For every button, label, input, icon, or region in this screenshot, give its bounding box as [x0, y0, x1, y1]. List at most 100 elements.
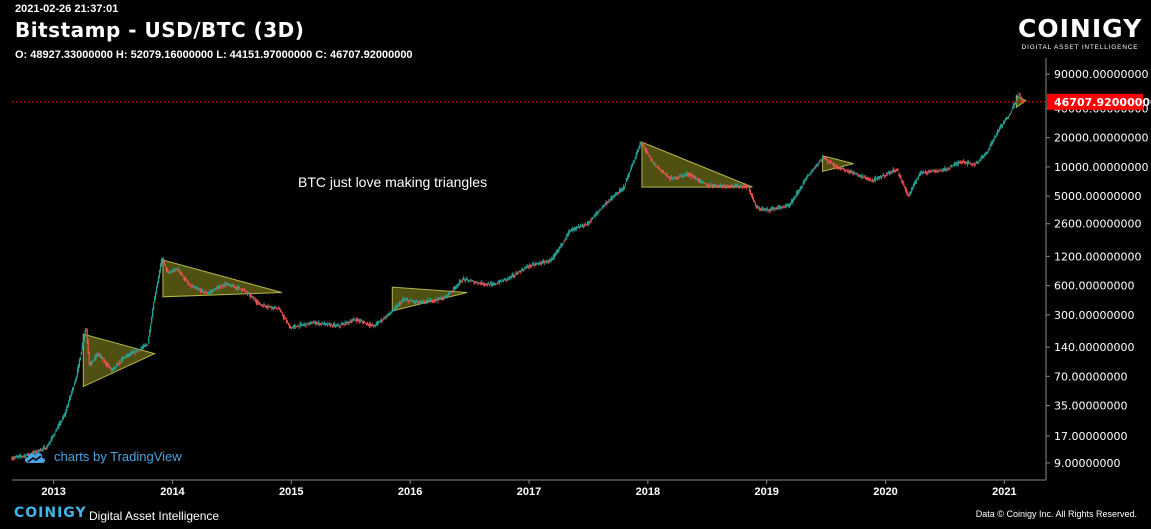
candle-body — [346, 321, 348, 323]
candle-body — [116, 363, 119, 366]
candle-body — [160, 259, 163, 267]
candle-body — [463, 279, 465, 280]
candle-body — [593, 215, 595, 218]
candle-body — [520, 271, 522, 273]
candle-body — [455, 286, 458, 288]
candle-body — [592, 217, 594, 219]
candle-body — [619, 189, 621, 193]
candle-body — [423, 302, 425, 304]
candle-body — [984, 153, 986, 156]
candle-body — [54, 433, 56, 435]
candle-body — [251, 296, 253, 298]
candle-body — [207, 293, 209, 294]
candle-body — [787, 204, 789, 207]
candle-body — [422, 301, 424, 303]
candle-body — [125, 355, 127, 357]
candle-body — [577, 226, 580, 228]
candle-body — [937, 170, 939, 172]
candle-body — [69, 396, 71, 402]
candle-body — [233, 286, 235, 288]
candle-body — [1009, 113, 1011, 115]
candle-body — [123, 356, 125, 358]
candle-body — [923, 171, 925, 173]
candle-body — [477, 282, 479, 285]
candle-body — [70, 391, 73, 396]
candle-body — [165, 266, 167, 271]
triangle-2018 — [641, 141, 753, 188]
candle-body — [355, 319, 357, 321]
candle-body — [70, 395, 72, 399]
candle-body — [648, 154, 650, 156]
candle-body — [393, 309, 395, 311]
candle-body — [405, 299, 407, 301]
candle-body — [136, 351, 138, 353]
candle-body — [94, 356, 96, 359]
candle-body — [356, 319, 358, 322]
candle-body — [698, 179, 700, 182]
candle-body — [968, 162, 970, 164]
candle-body — [726, 185, 728, 186]
candle-body — [427, 299, 429, 302]
candle-body — [220, 286, 222, 288]
candle-body — [299, 323, 301, 326]
candle-body — [337, 324, 339, 327]
candle-body — [439, 298, 441, 300]
candle-body — [414, 301, 417, 303]
candle-body — [712, 185, 714, 187]
candle-body — [575, 227, 577, 229]
candle-body — [362, 321, 364, 323]
candle-body — [12, 458, 14, 460]
candle-body — [964, 161, 967, 163]
candle-body — [150, 324, 152, 330]
candle-body — [264, 305, 266, 307]
candle-body — [807, 175, 809, 177]
candle-body — [532, 263, 534, 266]
candle-body — [764, 209, 766, 211]
candle-body — [380, 319, 382, 321]
candle-body — [946, 169, 948, 170]
candle-body — [413, 300, 416, 302]
candle-body — [398, 303, 400, 306]
footer-tagline: Digital Asset Intelligence — [89, 509, 220, 523]
candle-body — [397, 306, 399, 307]
candle-body — [951, 166, 953, 168]
candle-body — [108, 365, 110, 367]
candle-body — [740, 185, 742, 187]
candle-body — [491, 283, 493, 285]
candle-body — [613, 196, 615, 198]
candle-body — [342, 323, 344, 325]
candle-body — [851, 172, 853, 174]
candle-body — [388, 313, 390, 315]
last-price-marker: 46707.92000000 — [12, 93, 1151, 110]
candle-body — [149, 329, 151, 337]
tradingview-credit-link[interactable]: charts by TradingView — [24, 449, 182, 464]
coinigy-logo: COINIGY DIGITAL ASSET INTELLIGENCE — [1018, 14, 1142, 51]
candle-body — [843, 169, 845, 171]
candle-body — [103, 359, 105, 362]
candle-body — [691, 175, 693, 177]
candle-body — [872, 180, 875, 182]
footer-copyright: Data © Coinigy Inc. All Rights Reserved. — [975, 509, 1137, 519]
candle-body — [307, 323, 309, 325]
candle-body — [360, 320, 362, 322]
candle-body — [408, 300, 410, 303]
candle-body — [965, 162, 967, 163]
candle-body — [234, 286, 236, 288]
candle-body — [139, 349, 141, 351]
candle-body — [643, 145, 645, 148]
candle-body — [248, 293, 250, 295]
candle-body — [998, 130, 1000, 132]
candle-body — [324, 323, 327, 325]
candle-body — [598, 210, 600, 212]
candle-body — [134, 352, 136, 354]
candle-body — [535, 263, 538, 265]
candle-body — [845, 170, 847, 171]
candle-body — [802, 182, 804, 185]
candle-body — [401, 300, 403, 303]
candle-body — [358, 320, 360, 321]
candle-body — [318, 322, 320, 324]
candle-body — [599, 209, 601, 211]
candle-body — [284, 318, 287, 320]
candle-body — [961, 161, 964, 162]
candle-body — [663, 172, 666, 174]
